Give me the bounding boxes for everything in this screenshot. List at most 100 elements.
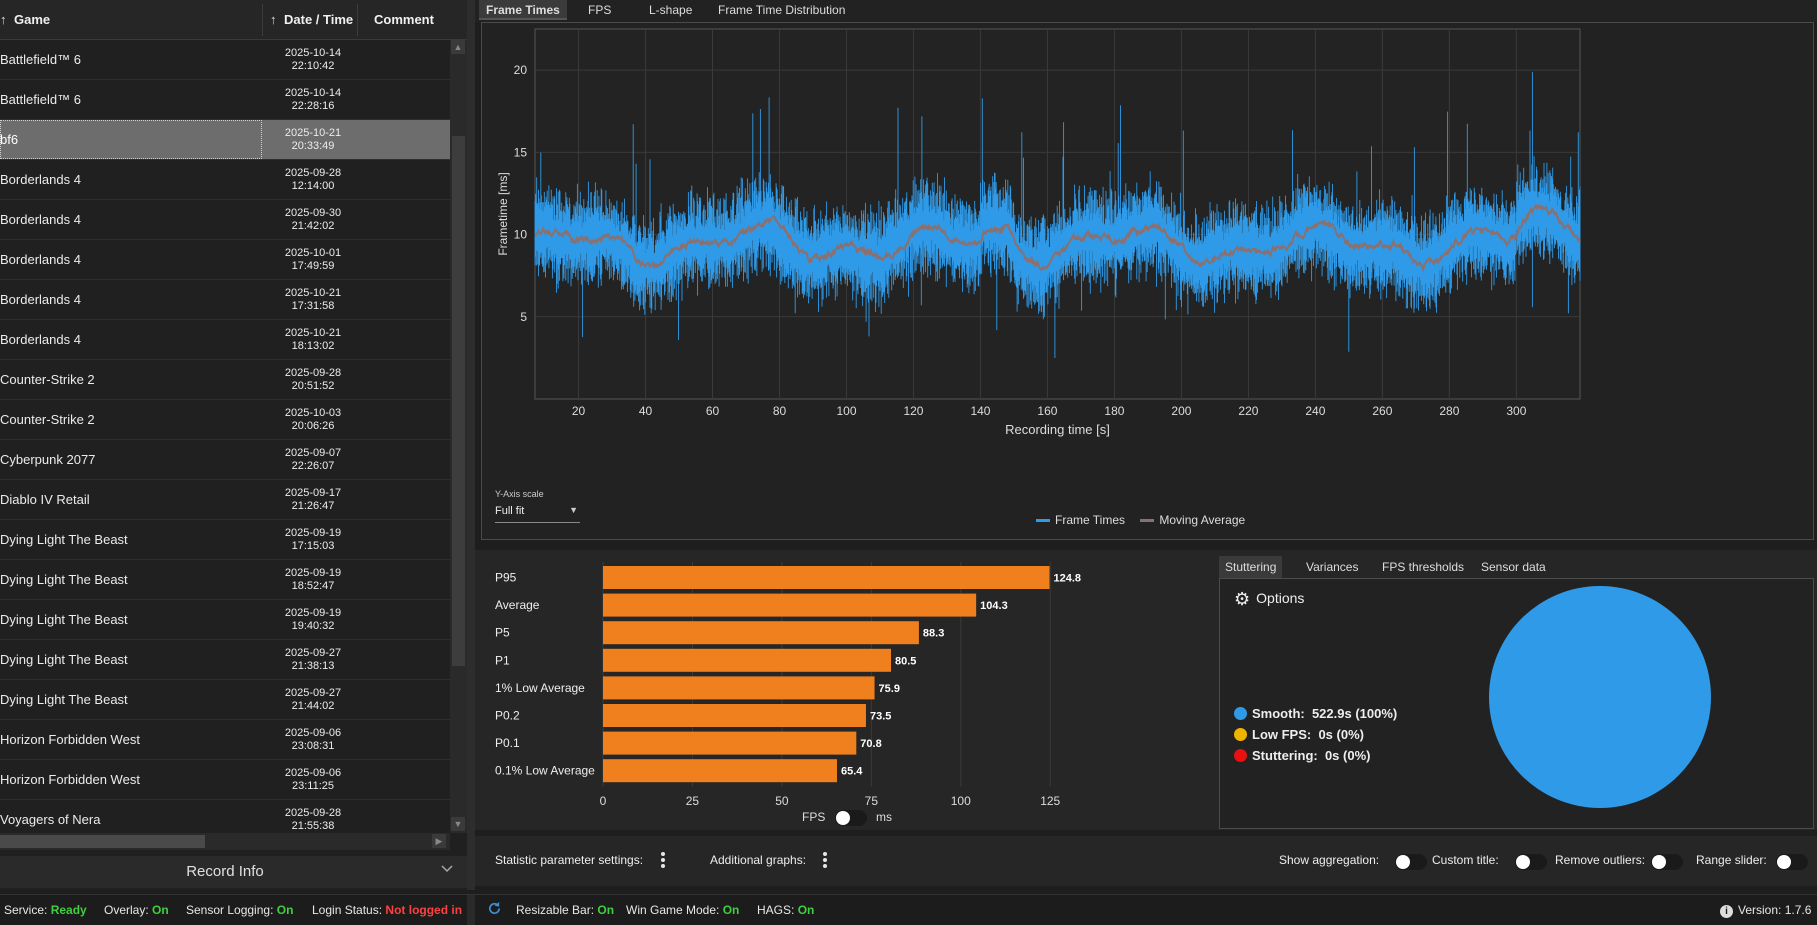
bar: [603, 676, 875, 700]
frametime-chart-svg[interactable]: 20 40 60 80 100 120 140 160 180 200 220 240 260 280 30…: [482, 23, 1815, 541]
datetime-cell: 2025-09-19 18:52:47: [263, 567, 363, 593]
stuttering-panel: ⚙ Options Smooth: 522.9s (100%) Low FPS: …: [1219, 578, 1814, 829]
scroll-down-icon[interactable]: ▼: [451, 817, 465, 831]
scroll-up-icon[interactable]: ▲: [451, 40, 465, 54]
table-row[interactable]: Dying Light The Beast 2025-09-27 21:44:02: [0, 680, 450, 720]
bar: [603, 593, 977, 617]
table-row[interactable]: Battlefield™ 6 2025-10-14 22:28:16: [0, 80, 450, 120]
y-tick-label: 10: [514, 228, 528, 242]
table-row[interactable]: Battlefield™ 6 2025-10-14 22:10:42: [0, 40, 450, 80]
panel-splitter[interactable]: [467, 0, 475, 890]
table-row[interactable]: Dying Light The Beast 2025-09-27 21:38:13: [0, 640, 450, 680]
table-row[interactable]: bf6 2025-10-21 20:33:49: [0, 120, 450, 160]
bar-value-label: 73.5: [870, 711, 891, 723]
options-button[interactable]: ⚙ Options: [1234, 589, 1305, 609]
table-row[interactable]: Borderlands 4 2025-09-28 12:14:00: [0, 160, 450, 200]
refresh-icon[interactable]: [487, 901, 502, 919]
table-row[interactable]: Horizon Forbidden West 2025-09-06 23:08:31: [0, 720, 450, 760]
game-cell: Dying Light The Beast: [0, 532, 128, 547]
sort-up-icon: ↑: [270, 12, 277, 27]
scrollbar-thumb[interactable]: [0, 835, 205, 848]
table-row[interactable]: Borderlands 4 2025-10-21 18:13:02: [0, 320, 450, 360]
custom-title-toggle[interactable]: [1515, 853, 1547, 870]
time-text: 20:06:26: [291, 420, 335, 432]
bar: [603, 566, 1050, 589]
chevron-down-icon[interactable]: [440, 863, 454, 877]
game-cell: Counter-Strike 2: [0, 412, 95, 427]
column-separator[interactable]: [357, 4, 358, 36]
datetime-cell: 2025-10-01 17:49:59: [263, 247, 363, 273]
game-cell: Dying Light The Beast: [0, 572, 128, 587]
table-row[interactable]: Borderlands 4 2025-10-01 17:49:59: [0, 240, 450, 280]
tab-fps-thresholds[interactable]: FPS thresholds: [1382, 560, 1465, 574]
tab-stuttering[interactable]: Stuttering: [1219, 556, 1283, 578]
record-info-expander[interactable]: Record Info: [0, 856, 467, 888]
additional-graphs-menu-icon[interactable]: [823, 852, 827, 870]
info-icon[interactable]: i: [1720, 905, 1733, 918]
horizontal-scrollbar[interactable]: ▶: [0, 833, 450, 850]
column-header-datetime[interactable]: ↑ Date / Time: [270, 0, 355, 40]
table-row[interactable]: Counter-Strike 2 2025-09-28 20:51:52: [0, 360, 450, 400]
statistic-settings-menu-icon[interactable]: [661, 852, 665, 870]
tab-fps[interactable]: FPS: [588, 3, 612, 17]
datetime-cell: 2025-09-06 23:11:25: [263, 767, 363, 793]
legend-moving-average[interactable]: Moving Average: [1140, 513, 1245, 527]
date-text: 2025-10-21: [284, 327, 342, 339]
bar: [603, 621, 919, 645]
time-text: 23:08:31: [291, 740, 335, 752]
fps-ms-toggle-row: FPS ms: [802, 810, 892, 830]
column-header-comment[interactable]: Comment: [374, 12, 434, 27]
column-separator[interactable]: [262, 4, 263, 36]
table-row[interactable]: Dying Light The Beast 2025-09-19 18:52:47: [0, 560, 450, 600]
scroll-right-icon[interactable]: ▶: [432, 834, 446, 848]
table-row[interactable]: Diablo IV Retail 2025-09-17 21:26:47: [0, 480, 450, 520]
y-axis-scale-label: Y-Axis scale: [495, 489, 544, 499]
tab-frame-time-distribution[interactable]: Frame Time Distribution: [718, 3, 846, 17]
date-text: 2025-09-17: [284, 487, 342, 499]
time-text: 21:55:38: [291, 820, 335, 832]
tab-sensor-data[interactable]: Sensor data: [1481, 560, 1546, 574]
game-cell: Horizon Forbidden West: [0, 732, 140, 747]
time-text: 21:26:47: [291, 500, 335, 512]
remove-outliers-toggle[interactable]: [1651, 853, 1683, 870]
bar-category-label: P1: [495, 653, 510, 667]
time-text: 17:31:58: [291, 300, 335, 312]
x-tick-label: 300: [1506, 404, 1526, 418]
table-row[interactable]: Borderlands 4 2025-10-21 17:31:58: [0, 280, 450, 320]
table-row[interactable]: Dying Light The Beast 2025-09-19 17:15:03: [0, 520, 450, 560]
game-cell: Voyagers of Nera: [0, 812, 101, 827]
date-text: 2025-09-28: [284, 167, 342, 179]
frametime-chart[interactable]: 20 40 60 80 100 120 140 160 180 200 220 240 260 280 30…: [481, 22, 1814, 540]
datetime-cell: 2025-09-27 21:38:13: [263, 647, 363, 673]
legend-frame-times[interactable]: Frame Times: [1036, 513, 1125, 527]
table-row[interactable]: Voyagers of Nera 2025-09-28 21:55:38: [0, 800, 450, 833]
table-row[interactable]: Dying Light The Beast 2025-09-19 19:40:32: [0, 600, 450, 640]
table-row[interactable]: Horizon Forbidden West 2025-09-06 23:11:25: [0, 760, 450, 800]
range-slider-toggle[interactable]: [1776, 853, 1808, 870]
date-text: 2025-09-19: [284, 607, 342, 619]
y-axis-label: Frametime [ms]: [496, 172, 510, 255]
bar-category-label: P0.2: [495, 709, 520, 723]
table-row[interactable]: Counter-Strike 2 2025-10-03 20:06:26: [0, 400, 450, 440]
analysis-tabs: Frame Times FPS L-shape Frame Time Distr…: [475, 0, 1817, 22]
y-axis-scale-select[interactable]: Full fit ▼: [495, 503, 580, 523]
statistic-parameter-settings-label: Statistic parameter settings:: [495, 853, 644, 867]
y-tick-label: 15: [514, 145, 528, 159]
datetime-cell: 2025-10-21 17:31:58: [263, 287, 363, 313]
tab-variances[interactable]: Variances: [1306, 560, 1359, 574]
recordings-list: Battlefield™ 6 2025-10-14 22:10:42 Battlefi…: [0, 40, 450, 833]
time-text: 18:52:47: [291, 580, 335, 592]
show-aggregation-toggle[interactable]: [1395, 853, 1427, 870]
service-status: Service: Ready: [4, 903, 87, 917]
tab-l-shape[interactable]: L-shape: [649, 3, 693, 17]
vertical-scrollbar[interactable]: ▲ ▼: [450, 40, 467, 833]
table-row[interactable]: Cyberpunk 2077 2025-09-07 22:26:07: [0, 440, 450, 480]
fps-ms-toggle[interactable]: [834, 810, 867, 826]
tab-frame-times[interactable]: Frame Times: [479, 0, 567, 20]
column-header-game[interactable]: ↑ Game: [0, 0, 260, 40]
scrollbar-thumb[interactable]: [452, 136, 465, 666]
x-tick-label: 80: [773, 404, 787, 418]
y-tick-label: 20: [514, 63, 528, 77]
table-row[interactable]: Borderlands 4 2025-09-30 21:42:02: [0, 200, 450, 240]
bar: [603, 759, 837, 783]
